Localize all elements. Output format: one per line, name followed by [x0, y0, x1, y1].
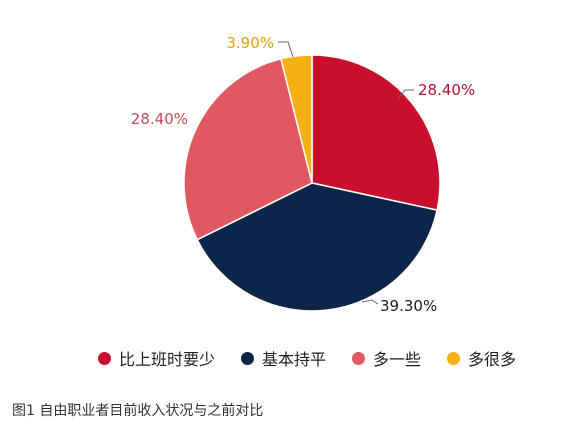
figure-caption: 图1 自由职业者目前收入状况与之前对比 — [12, 403, 264, 419]
legend: 比上班时要少 基本持平 多一些 多很多 — [98, 346, 516, 370]
data-label: 3.90% — [226, 34, 274, 52]
legend-swatch — [352, 351, 366, 365]
legend-label: 多一些 — [373, 350, 422, 369]
data-label: 28.40% — [131, 110, 188, 128]
data-label: 39.30% — [380, 297, 437, 315]
legend-item-much-more: 多很多 — [447, 346, 516, 370]
pie-slice — [280, 54, 313, 184]
legend-swatch — [241, 351, 255, 365]
data-label: 28.40% — [418, 81, 475, 99]
pie-slice — [183, 57, 313, 241]
leader-line — [397, 89, 414, 100]
legend-label: 基本持平 — [262, 350, 327, 369]
legend-swatch — [447, 351, 461, 365]
legend-item-same: 基本持平 — [241, 346, 326, 370]
legend-item-less: 比上班时要少 — [98, 346, 215, 370]
legend-label: 比上班时要少 — [119, 350, 216, 369]
leader-line — [278, 41, 294, 58]
pie-slice — [311, 54, 441, 212]
legend-label: 多很多 — [468, 350, 517, 369]
leader-line — [361, 299, 379, 305]
legend-swatch — [98, 351, 111, 365]
pie-slice — [196, 182, 438, 312]
legend-item-more: 多一些 — [352, 346, 421, 370]
